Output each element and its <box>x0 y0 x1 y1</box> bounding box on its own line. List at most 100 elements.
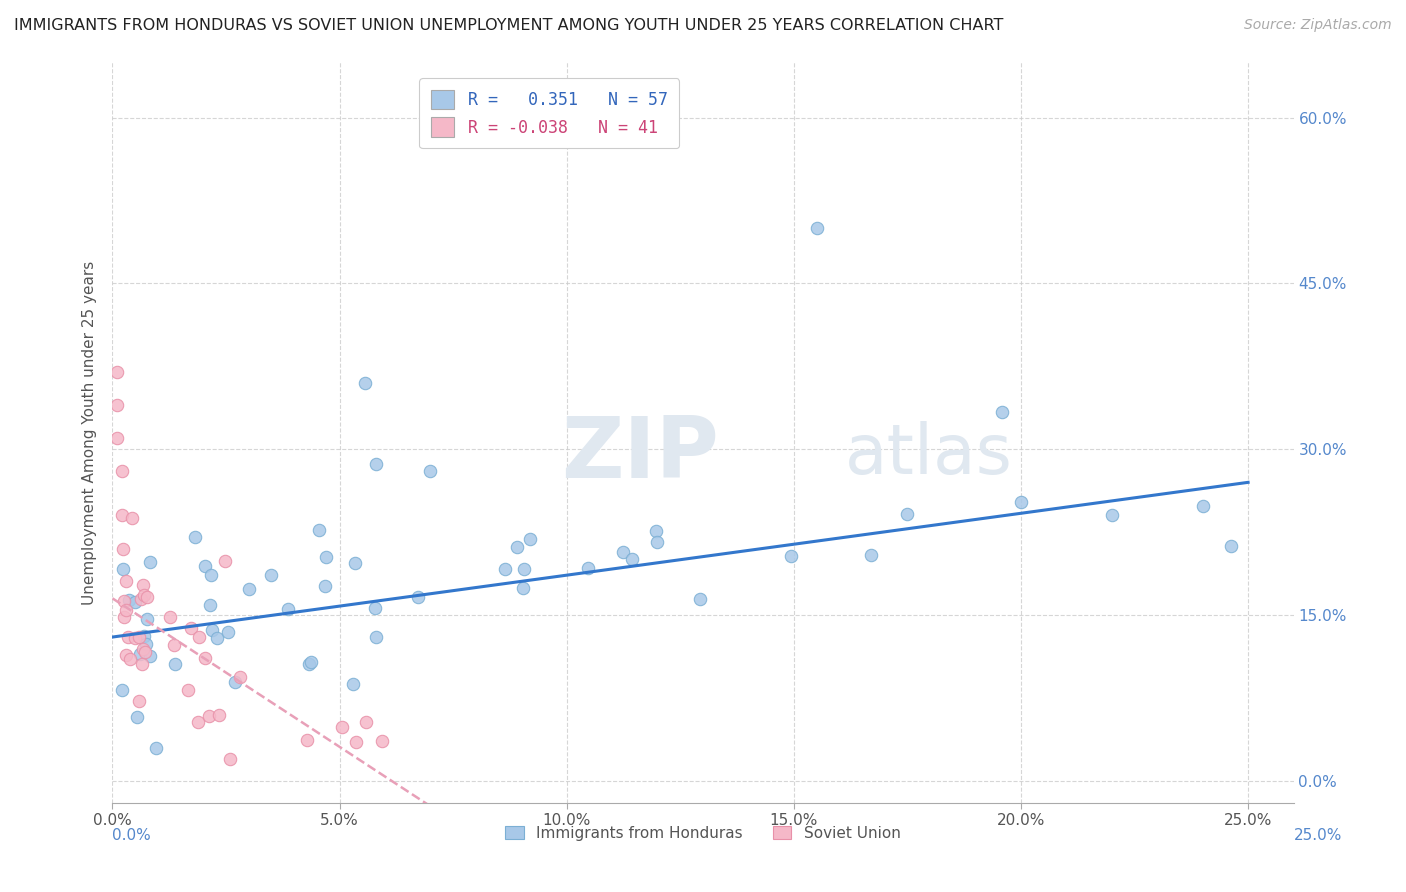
Point <box>343 556 366 570</box>
Point <box>620 552 643 566</box>
Point <box>129 592 152 607</box>
Point <box>859 548 882 562</box>
Point <box>308 523 330 537</box>
Point <box>205 631 228 645</box>
Point <box>163 638 186 652</box>
Point <box>277 601 299 615</box>
Point <box>419 464 441 478</box>
Point <box>131 657 153 671</box>
Point <box>224 674 246 689</box>
Point <box>198 709 221 723</box>
Point <box>112 541 135 556</box>
Point <box>513 562 536 576</box>
Point <box>298 657 321 672</box>
Point <box>188 630 211 644</box>
Point <box>135 637 157 651</box>
Point <box>645 535 668 549</box>
Point <box>806 221 828 235</box>
Point <box>112 610 135 624</box>
Text: 25.0%: 25.0% <box>1295 828 1343 843</box>
Point <box>1010 495 1032 509</box>
Point <box>105 365 128 379</box>
Point <box>163 657 186 672</box>
Point <box>110 464 132 478</box>
Point <box>128 694 150 708</box>
Point <box>132 578 155 592</box>
Point <box>354 376 377 390</box>
Point <box>121 511 143 525</box>
Point <box>194 651 217 665</box>
Point <box>1219 539 1241 553</box>
Text: atlas: atlas <box>845 421 1012 488</box>
Point <box>105 431 128 445</box>
Point <box>214 554 236 568</box>
Point <box>519 532 541 546</box>
Point <box>132 641 155 656</box>
Point <box>125 710 148 724</box>
Point <box>342 677 364 691</box>
Point <box>371 734 394 748</box>
Point <box>644 524 666 538</box>
Point <box>506 540 529 554</box>
Point <box>111 508 134 523</box>
Point <box>112 594 135 608</box>
Point <box>115 574 138 589</box>
Point <box>129 647 152 661</box>
Point <box>134 629 156 643</box>
Point <box>406 591 429 605</box>
Point <box>115 648 138 663</box>
Point <box>344 734 367 748</box>
Point <box>111 682 134 697</box>
Point <box>238 582 260 596</box>
Point <box>194 558 217 573</box>
Point <box>134 589 156 603</box>
Point <box>117 630 139 644</box>
Point <box>105 398 128 412</box>
Point <box>187 714 209 729</box>
Point <box>260 568 283 582</box>
Point <box>145 740 167 755</box>
Point <box>295 732 318 747</box>
Legend: Immigrants from Honduras, Soviet Union: Immigrants from Honduras, Soviet Union <box>499 820 907 847</box>
Point <box>114 603 136 617</box>
Point <box>354 714 377 729</box>
Point <box>991 405 1014 419</box>
Point <box>180 621 202 635</box>
Point <box>198 598 221 612</box>
Point <box>315 550 337 565</box>
Point <box>896 507 918 521</box>
Point <box>208 707 231 722</box>
Point <box>136 612 159 626</box>
Point <box>364 457 387 471</box>
Point <box>111 562 134 576</box>
Y-axis label: Unemployment Among Youth under 25 years: Unemployment Among Youth under 25 years <box>82 260 97 605</box>
Point <box>299 655 322 669</box>
Point <box>124 595 146 609</box>
Point <box>330 720 353 734</box>
Text: 0.0%: 0.0% <box>112 828 152 843</box>
Point <box>512 581 534 595</box>
Point <box>134 645 156 659</box>
Point <box>228 670 250 684</box>
Point <box>689 591 711 606</box>
Point <box>120 652 142 666</box>
Point <box>1101 508 1123 522</box>
Point <box>139 556 162 570</box>
Point <box>128 630 150 644</box>
Point <box>218 751 240 765</box>
Point <box>576 561 599 575</box>
Point <box>159 610 181 624</box>
Point <box>139 649 162 664</box>
Point <box>118 593 141 607</box>
Point <box>494 562 516 576</box>
Text: ZIP: ZIP <box>561 413 718 496</box>
Point <box>177 682 200 697</box>
Point <box>124 631 146 645</box>
Point <box>364 631 387 645</box>
Point <box>780 549 803 564</box>
Point <box>136 590 159 604</box>
Point <box>1191 500 1213 514</box>
Point <box>184 530 207 544</box>
Point <box>612 544 634 558</box>
Point <box>364 601 387 615</box>
